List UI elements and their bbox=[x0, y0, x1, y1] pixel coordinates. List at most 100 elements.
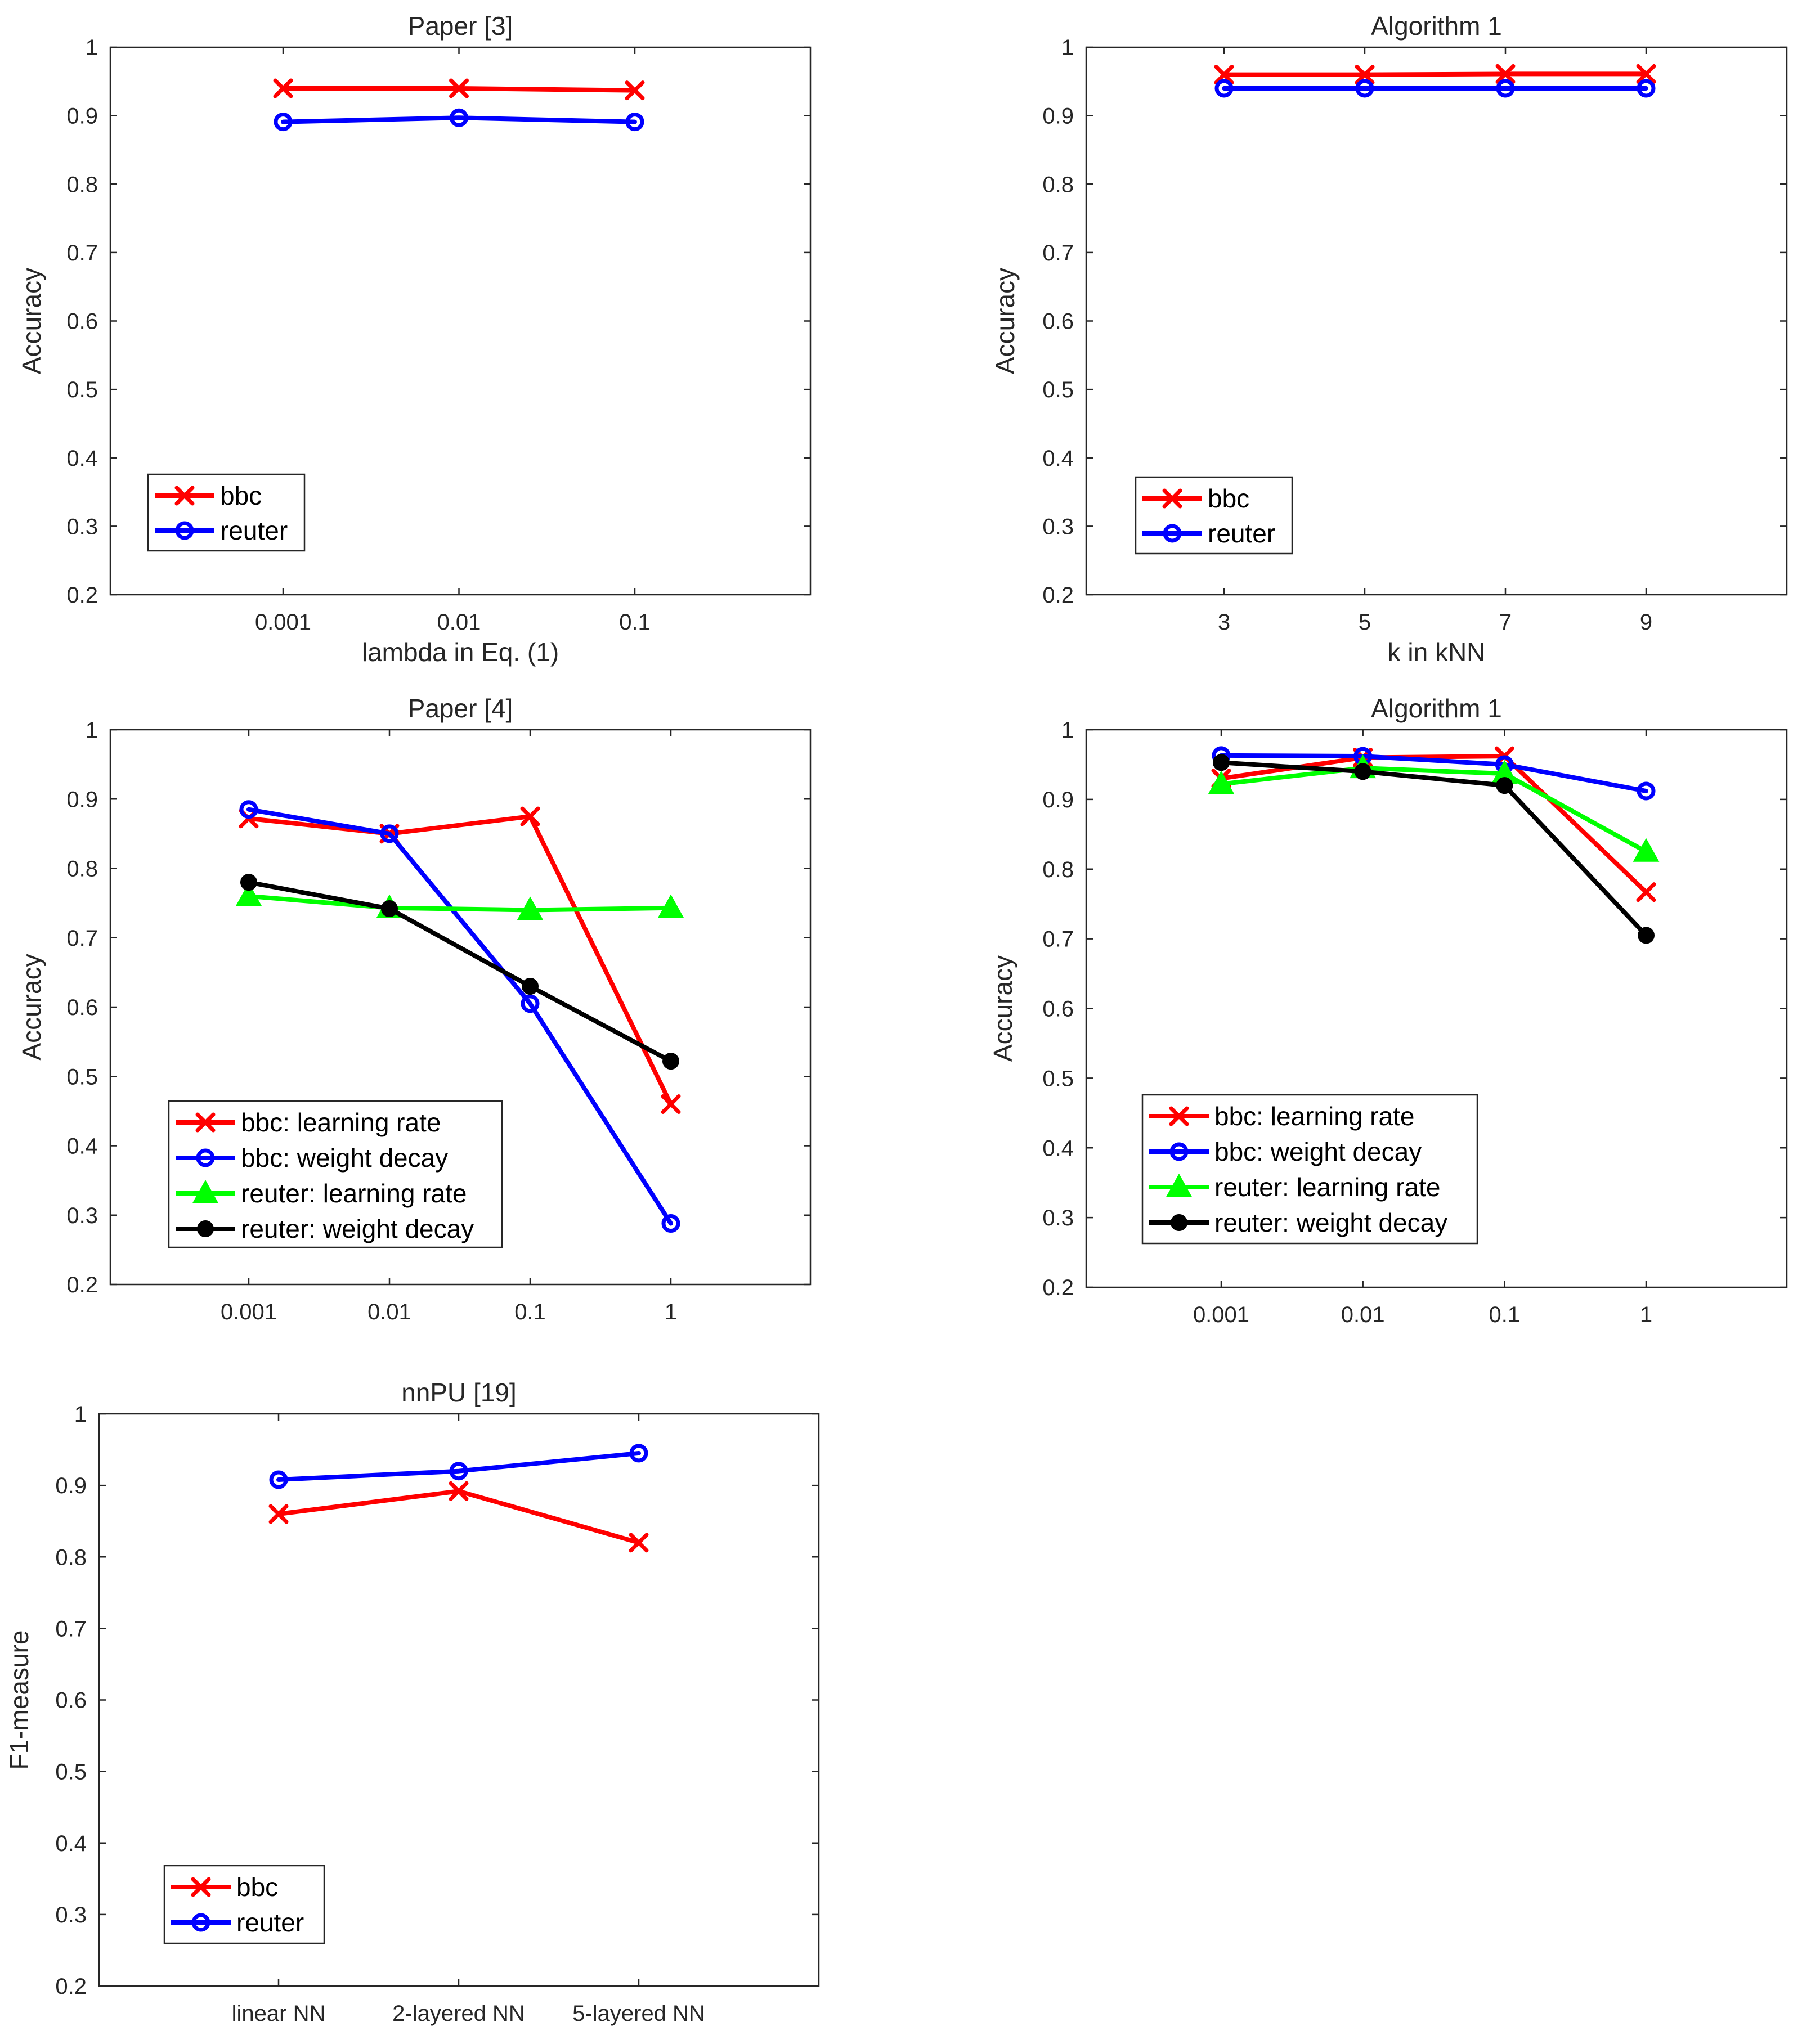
data-point bbox=[273, 78, 293, 98]
y-tick-label: 0.8 bbox=[55, 1545, 87, 1570]
x-tick-label: 0.01 bbox=[437, 610, 481, 635]
legend-label: bbc bbox=[236, 1872, 278, 1902]
series-reuter bbox=[1214, 79, 1656, 98]
data-point bbox=[1633, 838, 1660, 862]
data-point bbox=[449, 1462, 468, 1481]
data-point bbox=[1213, 754, 1230, 771]
series-reuter bbox=[274, 108, 644, 132]
legend-marker bbox=[1166, 1173, 1193, 1197]
chart-title: Algorithm 1 bbox=[1371, 694, 1502, 723]
legend-label: bbc bbox=[220, 481, 262, 510]
series-bbc-weight-decay bbox=[239, 800, 680, 1233]
y-tick-label: 0.9 bbox=[1042, 788, 1074, 812]
chart-4: Algorithm 1 0.2 0.3 0.4 0.5 0.6 0.7 0.8 0.9 1 0.00… bbox=[988, 694, 1788, 1327]
legend-item: reuter: weight decay bbox=[176, 1214, 474, 1243]
series-line bbox=[1219, 766, 1648, 854]
y-tick-label: 0.8 bbox=[66, 857, 98, 882]
legend-marker bbox=[192, 1179, 219, 1203]
y-tick-label: 0.3 bbox=[66, 1203, 98, 1228]
x-tick-label: 0.01 bbox=[1341, 1302, 1385, 1327]
legend-marker bbox=[1163, 524, 1182, 543]
series-line bbox=[1219, 760, 1648, 938]
data-point bbox=[657, 894, 684, 918]
data-point bbox=[1354, 763, 1371, 780]
series-reuter-weight-decay bbox=[1213, 754, 1655, 944]
data-point bbox=[1636, 64, 1656, 84]
data-point bbox=[629, 1533, 649, 1553]
data-point bbox=[449, 1481, 469, 1501]
y-tick-label: 0.5 bbox=[66, 378, 98, 402]
x-tick-label: 2-layered NN bbox=[392, 2001, 525, 2026]
x-tick-label: linear NN bbox=[232, 2001, 326, 2026]
legend-item: bbc bbox=[171, 1872, 278, 1902]
x-tick-label: 5-layered NN bbox=[572, 2001, 705, 2026]
y-tick-label: 0.4 bbox=[55, 1831, 87, 1856]
chart-2: Algorithm 1 0.2 0.3 0.4 0.5 0.6 0.7 0.8 0.9 1 3 5 7 9… bbox=[990, 11, 1788, 667]
legend-marker bbox=[174, 486, 195, 506]
y-tick-label: 0.7 bbox=[55, 1616, 87, 1641]
legend: bbc reuter bbox=[1135, 476, 1293, 555]
data-point bbox=[521, 994, 540, 1013]
data-point bbox=[1496, 79, 1515, 98]
x-tick-label: 0.001 bbox=[221, 1300, 277, 1324]
legend-box bbox=[163, 1865, 325, 1944]
series-line bbox=[246, 807, 673, 1226]
x-tick-label: 9 bbox=[1640, 610, 1652, 635]
y-tick-label: 0.6 bbox=[1042, 997, 1074, 1022]
x-tick-label: 0.1 bbox=[619, 610, 651, 635]
y-tick-label: 0.8 bbox=[1042, 857, 1074, 882]
legend-item: reuter: weight decay bbox=[1149, 1208, 1447, 1237]
data-point bbox=[449, 78, 469, 98]
legend-item: reuter: learning rate bbox=[1149, 1173, 1440, 1202]
legend-box bbox=[1135, 476, 1293, 555]
legend-marker bbox=[1169, 1106, 1189, 1126]
data-point bbox=[240, 874, 257, 891]
y-tick-label: 0.8 bbox=[1042, 172, 1074, 197]
y-tick-label: 0.7 bbox=[1042, 241, 1074, 266]
series-bbc bbox=[1214, 64, 1656, 85]
x-tick-label: 0.01 bbox=[367, 1300, 411, 1324]
series-bbc bbox=[273, 78, 645, 101]
series-line bbox=[246, 880, 673, 1064]
data-point bbox=[268, 1504, 289, 1524]
y-tick-label: 1 bbox=[74, 1402, 87, 1427]
y-axis-label: Accuracy bbox=[988, 955, 1017, 1062]
series-line bbox=[281, 115, 637, 124]
series-line bbox=[246, 814, 673, 1107]
y-tick-label: 0.8 bbox=[66, 172, 98, 197]
chart-3: Paper [4] 0.2 0.3 0.4 0.5 0.6 0.7 0.8 0.9 1 0.001 0… bbox=[17, 694, 812, 1324]
x-tick-label: 7 bbox=[1499, 610, 1512, 635]
data-point bbox=[662, 1053, 679, 1070]
y-tick-label: 0.4 bbox=[1042, 446, 1074, 471]
y-tick-label: 1 bbox=[1061, 35, 1074, 60]
y-tick-label: 1 bbox=[1061, 718, 1074, 743]
data-point bbox=[235, 882, 262, 906]
data-point bbox=[274, 113, 293, 132]
legend-label: reuter: weight decay bbox=[1214, 1208, 1447, 1237]
y-tick-label: 0.6 bbox=[66, 995, 98, 1020]
y-axis-label: Accuracy bbox=[17, 954, 46, 1060]
chart-1: Paper [3] 0.2 0.3 0.4 0.5 0.6 0.7 0.8 0.9 1 0.001 0… bbox=[17, 11, 812, 667]
y-tick-label: 0.7 bbox=[66, 241, 98, 266]
data-point bbox=[661, 1214, 680, 1233]
y-tick-label: 0.5 bbox=[55, 1760, 87, 1785]
y-tick-label: 0.2 bbox=[1042, 1275, 1074, 1300]
x-tick-label: 1 bbox=[665, 1300, 677, 1324]
data-point bbox=[625, 113, 644, 132]
legend-label: bbc: learning rate bbox=[241, 1108, 441, 1137]
data-point bbox=[381, 900, 398, 917]
series-line bbox=[276, 1450, 641, 1482]
x-axis-label: k in kNN bbox=[1388, 637, 1486, 667]
legend-label: bbc: weight decay bbox=[1214, 1137, 1422, 1166]
y-tick-label: 0.6 bbox=[1042, 309, 1074, 334]
y-tick-label: 0.9 bbox=[66, 104, 98, 129]
legend-label: bbc: learning rate bbox=[1214, 1102, 1414, 1131]
legend-marker bbox=[1169, 1142, 1189, 1161]
legend-item: bbc bbox=[1142, 484, 1249, 513]
legend-item: bbc: weight decay bbox=[1149, 1137, 1422, 1166]
y-tick-label: 0.9 bbox=[1042, 104, 1074, 129]
x-axis-label: lambda in Eq. (1) bbox=[362, 637, 559, 667]
x-tick-label: 0.1 bbox=[514, 1300, 546, 1324]
x-tick-label: 3 bbox=[1218, 610, 1230, 635]
